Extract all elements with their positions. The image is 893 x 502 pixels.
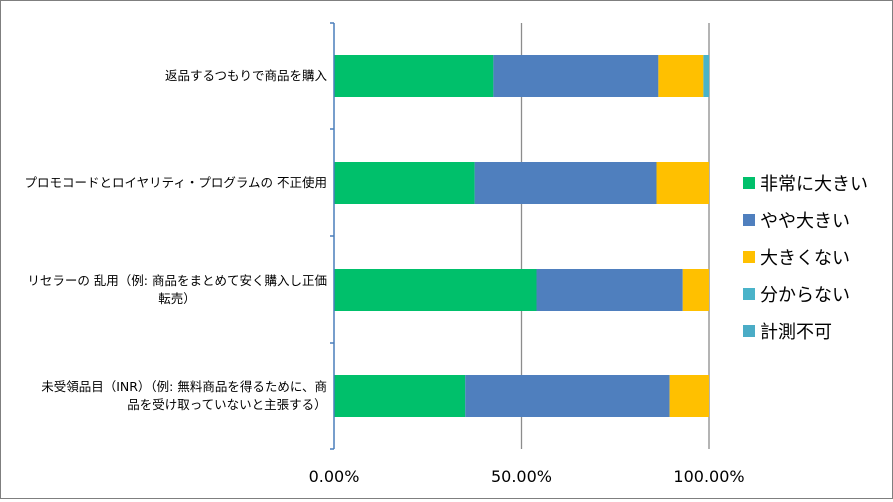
category-label: 未受領品目（INR）（例: 無料商品を得るために、商品を受け取っていないと主張す… <box>41 379 327 412</box>
legend-label: 分からない <box>760 285 850 306</box>
bar-segment <box>334 269 537 311</box>
legend-label: 計測不可 <box>760 322 832 343</box>
legend-label: 非常に大きい <box>760 174 868 195</box>
category-label: リセラーの 乱用（例: 商品をまとめて安く購入し正価転売） <box>27 273 327 306</box>
bar-segment <box>703 55 709 97</box>
bar-segment <box>669 375 709 417</box>
bar-segment <box>656 162 709 204</box>
category-label: 返品するつもりで商品を購入 <box>165 68 328 83</box>
x-tick-labels: 0.00% 50.00% 100.00% <box>309 467 745 486</box>
legend-swatch <box>743 251 755 263</box>
legend-label: やや大きい <box>760 211 850 232</box>
bar-segment <box>334 375 466 417</box>
category-axis <box>330 22 335 450</box>
x-tick-label: 100.00% <box>673 467 744 486</box>
x-tick-label: 50.00% <box>491 467 552 486</box>
bar-segment <box>465 375 670 417</box>
category-label: プロモコードとロイヤリティ・プログラムの 不正使用 <box>25 175 327 190</box>
bar-segment <box>474 162 657 204</box>
bar-segment <box>493 55 659 97</box>
legend-swatch <box>743 288 755 300</box>
bar-segment <box>334 162 475 204</box>
bar-segment <box>334 55 494 97</box>
bar-segment <box>682 269 709 311</box>
legend-swatch <box>743 325 755 337</box>
bar-segment <box>536 269 683 311</box>
legend-label: 大きくない <box>760 248 850 269</box>
x-tick-label: 0.00% <box>309 467 360 486</box>
legend-swatch <box>743 177 755 189</box>
bars <box>334 55 709 417</box>
legend-swatch <box>743 214 755 226</box>
bar-segment <box>658 55 704 97</box>
